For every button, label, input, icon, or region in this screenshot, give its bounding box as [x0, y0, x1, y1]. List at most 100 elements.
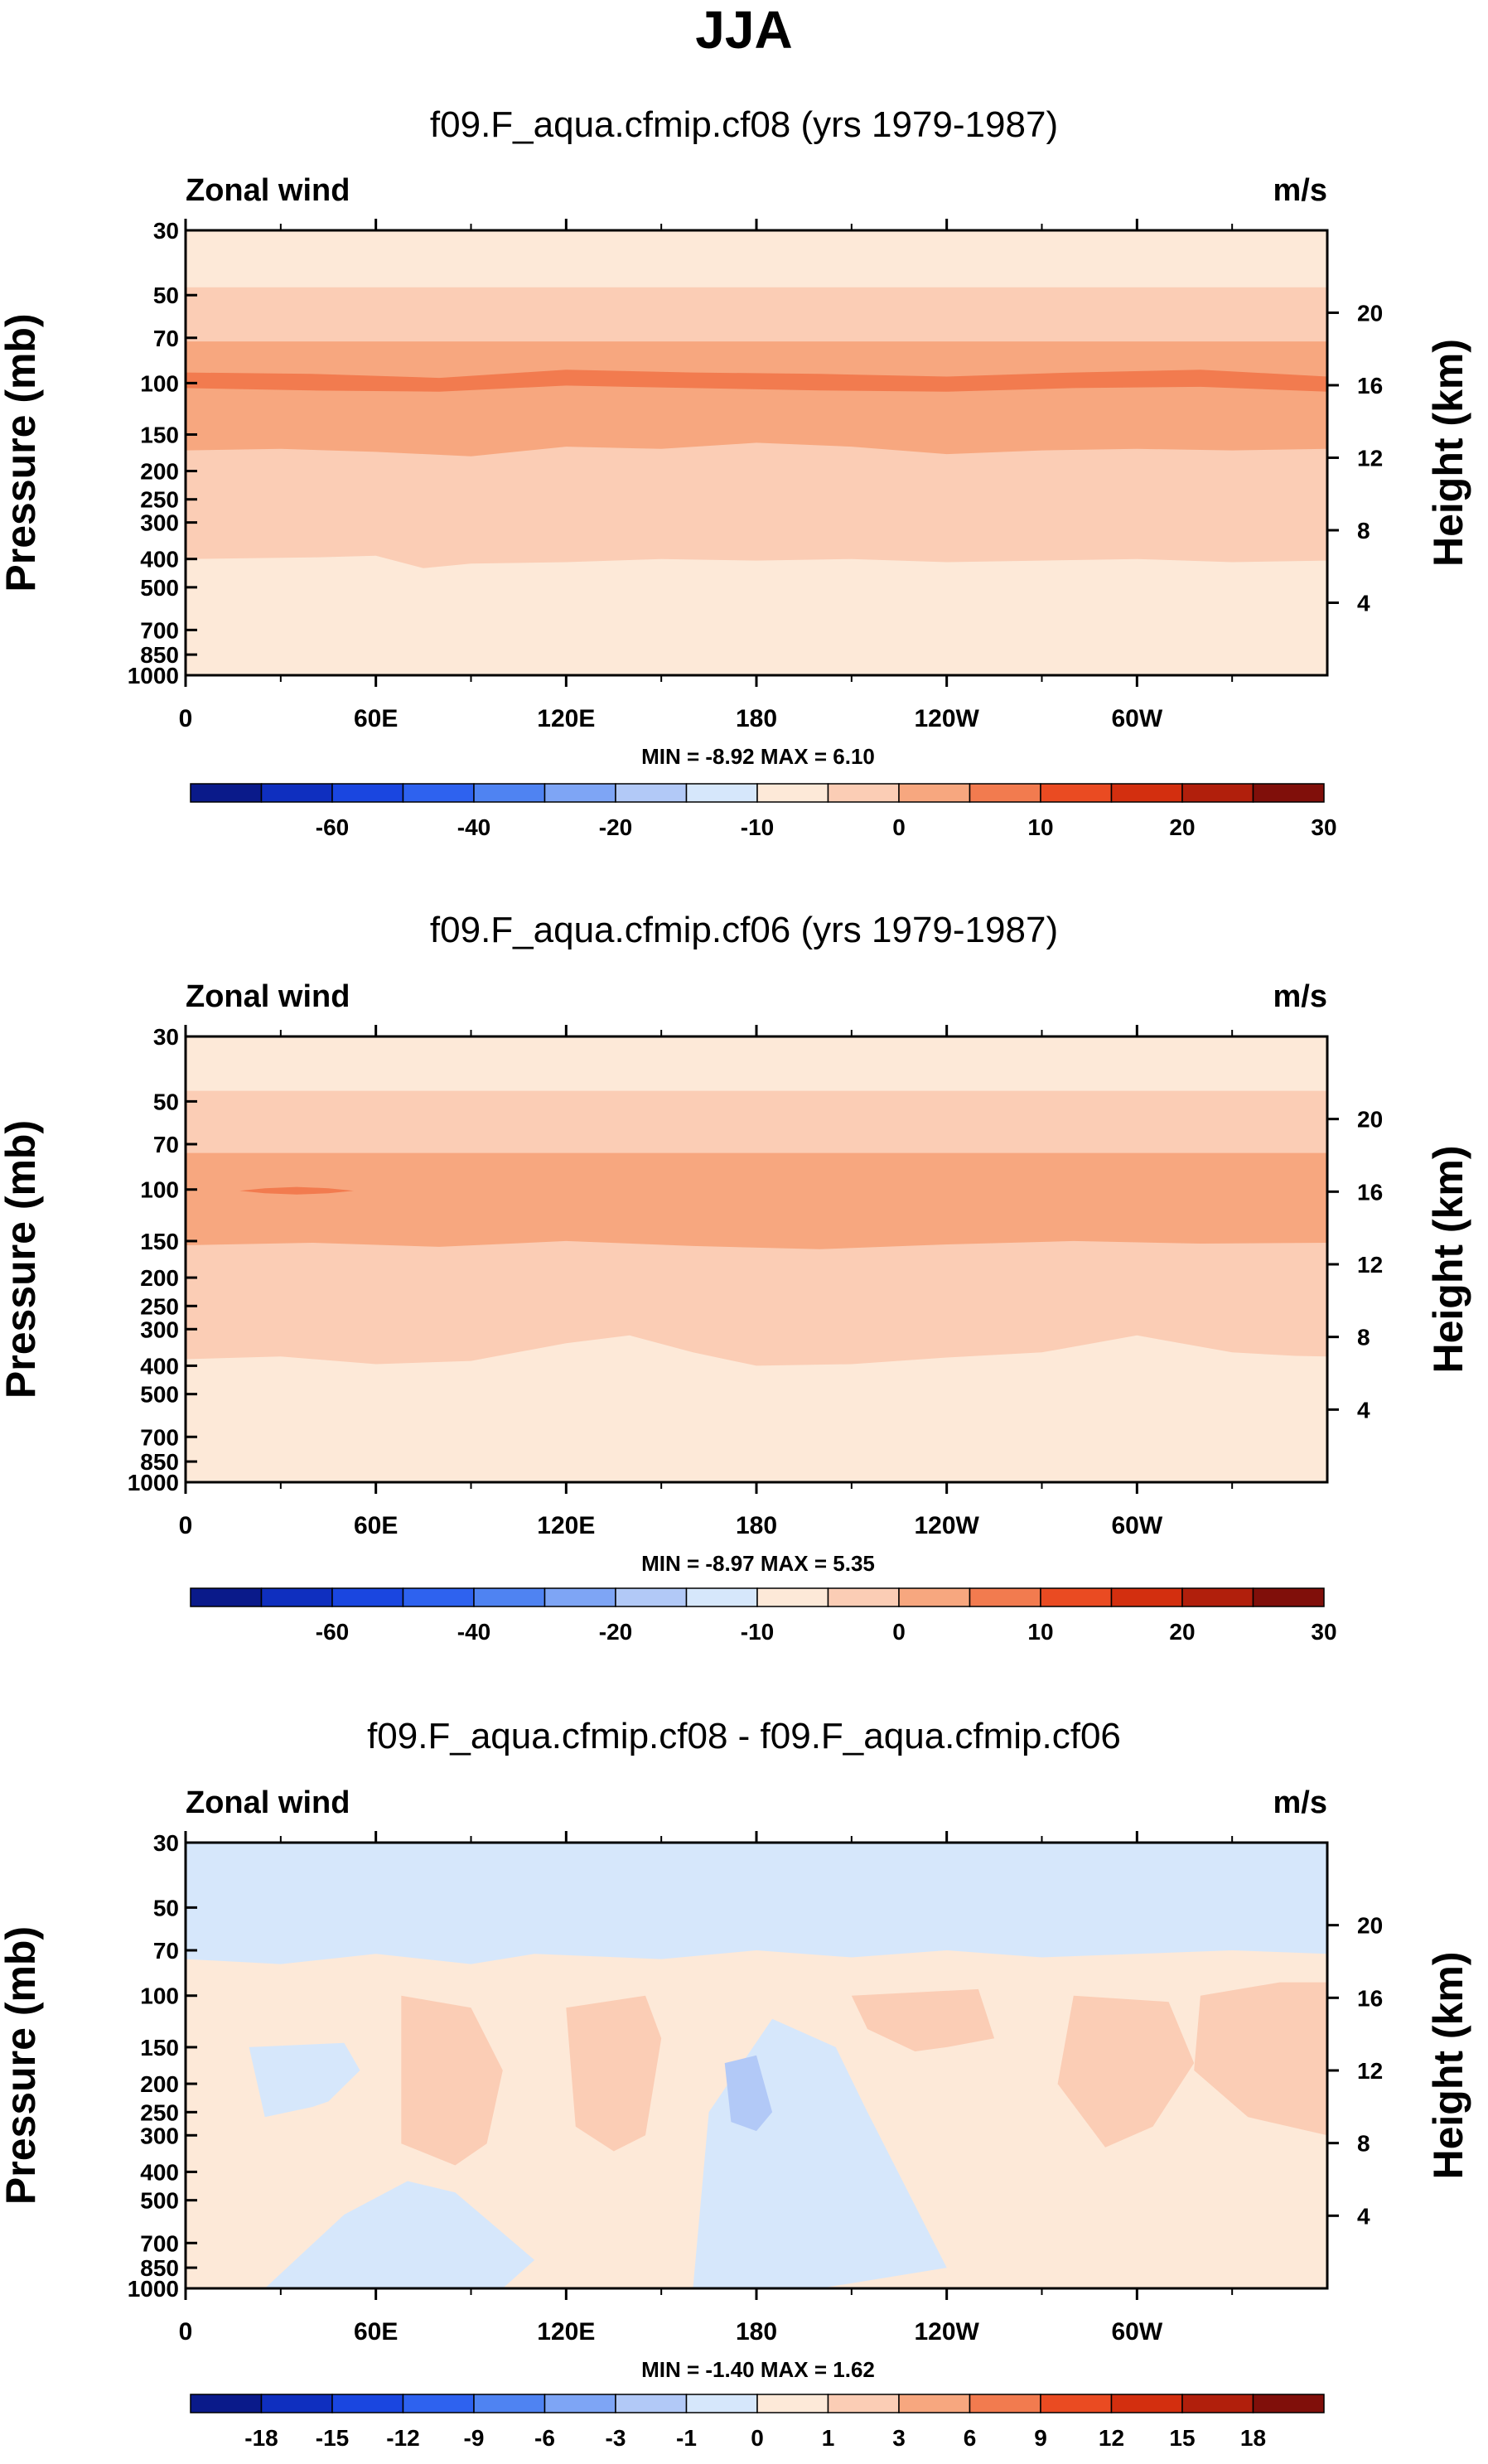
- contour-field: [186, 1843, 1327, 2288]
- xtick-label: 120W: [914, 1512, 979, 1539]
- field-label: Zonal wind: [186, 1785, 350, 1820]
- ytick-label: 500: [140, 2188, 179, 2214]
- colorbar-label: 10: [1027, 814, 1053, 840]
- contour-region-4: [264, 2181, 535, 2288]
- colorbar-swatch: [685, 1587, 758, 1607]
- colorbar-label: -1: [676, 2425, 697, 2451]
- y2tick-label: 4: [1357, 590, 1370, 616]
- contour-field: [186, 1036, 1327, 1482]
- ytick-label: 500: [140, 575, 179, 601]
- colorbar-label: -6: [534, 2425, 555, 2451]
- colorbar-label: -9: [464, 2425, 485, 2451]
- contour-region-4: [239, 1186, 354, 1195]
- colorbar-label: 20: [1169, 1619, 1195, 1645]
- contour-region-3: [186, 1152, 1327, 1249]
- units-label: m/s: [1273, 1785, 1327, 1820]
- panel-title: f09.F_aqua.cfmip.cf08 - f09.F_aqua.cfmip…: [367, 1716, 1121, 1756]
- colorbar-label: 3: [892, 2425, 906, 2451]
- y2tick-label: 20: [1357, 1107, 1383, 1133]
- colorbar-swatch: [331, 1587, 404, 1607]
- ytick-label: 150: [140, 2035, 179, 2061]
- xtick-label: 60W: [1111, 705, 1162, 732]
- colorbar-swatch: [544, 2394, 616, 2413]
- colorbar-label: 0: [892, 814, 906, 840]
- colorbar-swatch: [1040, 783, 1113, 803]
- colorbar-swatch: [331, 783, 404, 803]
- y2tick-label: 8: [1357, 518, 1370, 544]
- ytick-label: 150: [140, 422, 179, 447]
- colorbar-swatch: [544, 1587, 616, 1607]
- panel-2: f09.F_aqua.cfmip.cf06 (yrs 1979-1987) Zon…: [0, 910, 1471, 1645]
- ytick-label: 400: [140, 547, 179, 573]
- y2tick-label: 4: [1357, 1397, 1370, 1423]
- colorbar: -18 -15 -12 -9 -6 -3 -1 0 1 3 6 9 12 15 18: [190, 2394, 1325, 2451]
- y2tick-label: 12: [1357, 445, 1383, 471]
- xtick-label: 120E: [537, 1512, 595, 1539]
- colorbar-swatch: [473, 783, 546, 803]
- colorbar-swatch: [615, 2394, 688, 2413]
- ytick-label: 70: [153, 1132, 179, 1157]
- y2tick-label: 16: [1357, 1985, 1383, 2011]
- ytick-label: 700: [140, 2230, 179, 2256]
- colorbar-swatch: [260, 783, 333, 803]
- xtick-label: 60E: [354, 2318, 398, 2346]
- colorbar: -60 -40 -20 -10 0 10 20 30: [190, 783, 1337, 840]
- ytick-label: 700: [140, 1424, 179, 1450]
- colorbar-swatch: [1252, 783, 1325, 803]
- ytick-label: 100: [140, 1177, 179, 1203]
- y2-axis-title: Height (km): [1425, 339, 1471, 567]
- ytick-label: 150: [140, 1229, 179, 1254]
- colorbar-swatch: [260, 1587, 333, 1607]
- colorbar-swatch: [1181, 783, 1254, 803]
- y2tick-label: 8: [1357, 2131, 1370, 2157]
- y2tick-label: 16: [1357, 373, 1383, 399]
- ytick-label: 50: [153, 1895, 179, 1920]
- min-max-stats: MIN = -8.92 MAX = 6.10: [641, 744, 875, 769]
- colorbar-swatch: [898, 1587, 971, 1607]
- colorbar-swatch: [615, 783, 688, 803]
- contour-region-3: [249, 2042, 360, 2118]
- ytick-label: 70: [153, 326, 179, 351]
- colorbar-label: 18: [1240, 2425, 1266, 2451]
- colorbar-swatch: [1040, 1587, 1113, 1607]
- colorbar-label: -60: [316, 1619, 349, 1645]
- field-label: Zonal wind: [186, 173, 350, 208]
- colorbar: -60 -40 -20 -10 0 10 20 30: [190, 1587, 1337, 1645]
- ytick-label: 50: [153, 1089, 179, 1114]
- y-axis-title: Pressure (mb): [0, 1120, 44, 1399]
- panel-title: f09.F_aqua.cfmip.cf08 (yrs 1979-1987): [430, 104, 1058, 145]
- ytick-label: 400: [140, 1353, 179, 1379]
- ytick-label: 1000: [128, 2276, 179, 2302]
- colorbar-swatch: [402, 1587, 475, 1607]
- xtick-label: 180: [736, 1512, 777, 1539]
- ytick-label: 200: [140, 2071, 179, 2097]
- ytick-label: 1000: [128, 1470, 179, 1495]
- ytick-label: 700: [140, 617, 179, 643]
- ytick-label: 300: [140, 2123, 179, 2148]
- min-max-stats: MIN = -1.40 MAX = 1.62: [641, 2357, 875, 2382]
- colorbar-swatch: [685, 2394, 758, 2413]
- contour-region-10: [1194, 1982, 1327, 2136]
- ytick-label: 850: [140, 642, 179, 668]
- colorbar-swatch: [827, 783, 900, 803]
- colorbar-label: -3: [606, 2425, 626, 2451]
- colorbar-swatch: [685, 783, 758, 803]
- colorbar-swatch: [969, 783, 1041, 803]
- colorbar-swatch: [1181, 1587, 1254, 1607]
- ytick-label: 250: [140, 2099, 179, 2125]
- colorbar-label: -10: [741, 1619, 774, 1645]
- ytick-label: 100: [140, 1983, 179, 2009]
- ytick-label: 30: [153, 218, 179, 244]
- ytick-label: 30: [153, 1024, 179, 1050]
- colorbar-label: -18: [244, 2425, 278, 2451]
- colorbar-swatch: [615, 1587, 688, 1607]
- colorbar-label: -20: [599, 814, 632, 840]
- colorbar-swatch: [1181, 2394, 1254, 2413]
- colorbar-swatch: [473, 2394, 546, 2413]
- contour-region-8: [851, 1988, 995, 2051]
- xtick-label: 180: [736, 2318, 777, 2346]
- colorbar-label: 12: [1099, 2425, 1124, 2451]
- season-title: JJA: [695, 0, 792, 60]
- ytick-label: 30: [153, 1830, 179, 1856]
- colorbar-swatch: [473, 1587, 546, 1607]
